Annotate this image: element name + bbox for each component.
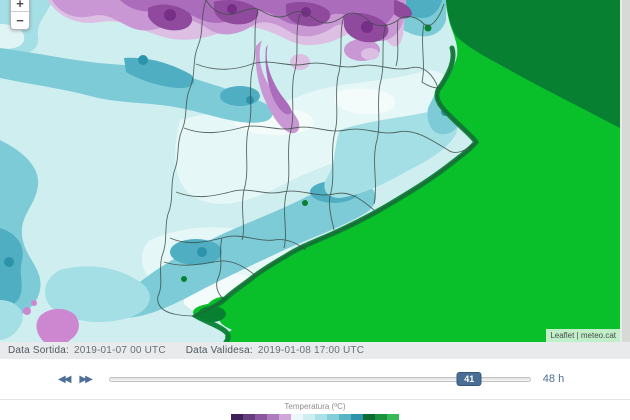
data-sortida-label: Data Sortida: (8, 345, 69, 356)
temperature-raster (0, 0, 620, 342)
legend-title: Temperatura (ºC) (284, 402, 346, 411)
legend-swatch (387, 414, 399, 420)
legend-swatch (351, 414, 363, 420)
data-sortida-value: 2019-01-07 00 UTC (73, 345, 166, 356)
legend-swatch (279, 414, 291, 420)
legend-swatch (339, 414, 351, 420)
timeline-controls: ◀◀ ▶▶ 41 48 h (0, 359, 630, 399)
legend-swatch (267, 414, 279, 420)
data-validesa-label: Data Validesa: (185, 345, 253, 356)
status-bar: Data Sortida: 2019-01-07 00 UTC Data Val… (0, 342, 630, 359)
legend-swatch (231, 414, 243, 420)
step-back-icon[interactable]: ◀◀ (58, 373, 71, 385)
map-attribution[interactable]: Leaflet | meteo.cat (546, 329, 620, 342)
map-zoom-control: + − (10, 0, 30, 30)
page-gutter (620, 0, 630, 342)
legend-swatch (243, 414, 255, 420)
legend-swatch (327, 414, 339, 420)
legend-swatch (255, 414, 267, 420)
time-slider[interactable]: 41 (108, 372, 531, 386)
zoom-out-button[interactable]: − (11, 12, 29, 29)
temperature-legend: Temperatura (ºC) (0, 399, 630, 420)
legend-color-bar (231, 414, 399, 420)
zoom-in-button[interactable]: + (11, 0, 29, 12)
legend-swatch (363, 414, 375, 420)
slider-max-label: 48 h (542, 373, 565, 385)
step-forward-icon[interactable]: ▶▶ (79, 373, 92, 385)
legend-swatch (303, 414, 315, 420)
legend-swatch (315, 414, 327, 420)
slider-handle[interactable]: 41 (456, 372, 482, 386)
weather-map[interactable]: + − Leaflet | meteo.cat (0, 0, 630, 342)
data-validesa-value: 2019-01-08 17:00 UTC (257, 345, 365, 356)
legend-swatch (291, 414, 303, 420)
comarca-borders (157, 0, 477, 317)
slider-track[interactable] (108, 377, 531, 382)
legend-swatch (375, 414, 387, 420)
